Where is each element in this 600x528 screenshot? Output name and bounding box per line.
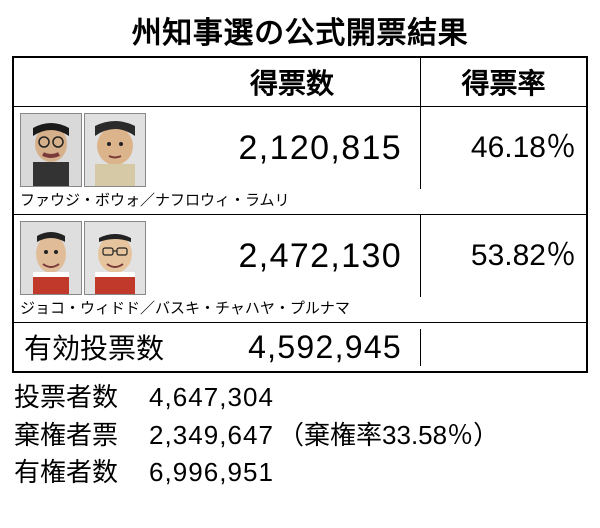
valid-label: 有効投票数 [14, 323, 168, 371]
stat-label: 棄権者票 [14, 417, 149, 455]
candidate-names-row: ジョコ・ウィドド／バスキ・チャハヤ・プルナマ [14, 297, 586, 322]
stat-label: 有権者数 [14, 454, 149, 492]
candidate-photos [14, 107, 164, 189]
stat-voters: 投票者数 4,647,304 [14, 379, 588, 417]
header-votes: 得票数 [164, 58, 421, 106]
candidate-names: ジョコ・ウィドド／バスキ・チャハヤ・プルナマ [20, 297, 415, 318]
stat-num: 2,349,647 [149, 417, 274, 455]
stat-note: （棄権率33.58％） [278, 417, 499, 455]
candidate-names: ファウジ・ボウォ／ナフロウィ・ラムリ [20, 189, 415, 210]
stat-abstain: 棄権者票 2,349,647 （棄権率33.58％） [14, 417, 588, 455]
bottom-stats: 投票者数 4,647,304 棄権者票 2,349,647 （棄権率33.58％… [12, 379, 588, 492]
candidate-photo [84, 221, 146, 295]
candidate-row: 2,120,815 46.18％ ファウジ・ボウォ／ナフロウィ・ラムリ [14, 107, 586, 215]
stat-label: 投票者数 [14, 379, 149, 417]
stat-num: 4,647,304 [149, 379, 274, 417]
title: 州知事選の公式開票結果 [12, 8, 588, 52]
election-results-container: 州知事選の公式開票結果 得票数 得票率 [0, 0, 600, 500]
candidate-photo [84, 113, 146, 187]
table-header: 得票数 得票率 [14, 58, 586, 107]
candidate-photo [20, 113, 82, 187]
header-spacer [14, 58, 164, 106]
valid-num: 4,592,945 [168, 329, 421, 366]
candidate-votes: 2,120,815 [164, 107, 421, 189]
candidate-photos [14, 215, 164, 297]
candidate-names-row: ファウジ・ボウォ／ナフロウィ・ラムリ [14, 189, 586, 215]
header-pct: 得票率 [421, 58, 586, 106]
candidate-votes: 2,472,130 [164, 215, 421, 297]
candidate-photo [20, 221, 82, 295]
results-table: 得票数 得票率 [12, 56, 588, 373]
candidate-pct: 46.18％ [421, 107, 586, 189]
valid-votes-row: 有効投票数 4,592,945 [14, 322, 586, 371]
stat-eligible: 有権者数 6,996,951 [14, 454, 588, 492]
stat-num: 6,996,951 [149, 454, 274, 492]
candidate-pct: 53.82％ [421, 215, 586, 297]
candidate-row: 2,472,130 53.82％ ジョコ・ウィドド／バスキ・チャハヤ・プルナマ … [14, 215, 586, 371]
